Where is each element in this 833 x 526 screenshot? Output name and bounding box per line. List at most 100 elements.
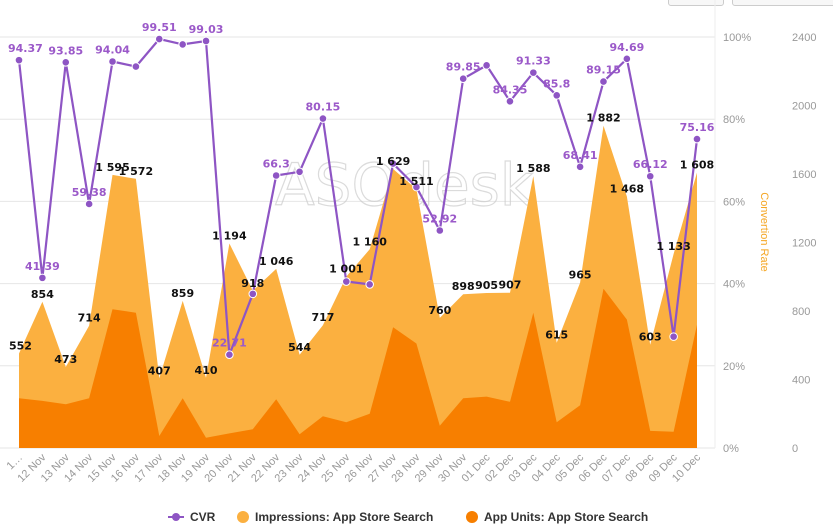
cvr-point	[388, 159, 398, 168]
legend: CVR Impressions: App Store Search App Unit…	[168, 510, 648, 524]
y-left-tick: 100%	[723, 32, 751, 44]
impressions-data-label: 1 595	[95, 161, 129, 174]
y-right-axis-label: Convertion Rate	[758, 192, 770, 272]
cvr-point	[61, 57, 71, 67]
cvr-data-label: 41.39	[25, 260, 60, 273]
impressions-data-label: 717	[311, 311, 334, 324]
impressions-data-label: 905	[475, 279, 498, 292]
y-left-tick: 80%	[723, 114, 745, 126]
units-area	[19, 288, 697, 448]
cvr-points	[14, 34, 702, 359]
impressions-data-label: 1 608	[680, 159, 714, 172]
impressions-data-label: 1 160	[352, 235, 387, 248]
cvr-data-label: 22.71	[212, 337, 247, 350]
cvr-point	[412, 182, 421, 192]
cvr-data-label: 89.15	[586, 64, 621, 77]
cvr-point	[552, 91, 562, 100]
y-left-ticks: 0% 20% 40% 60% 80% 100%	[723, 32, 751, 455]
cvr-point	[131, 62, 141, 71]
impressions-data-label: 410	[195, 364, 218, 377]
cvr-data-label: 80.15	[306, 101, 341, 114]
impressions-data-label: 1 588	[516, 162, 550, 175]
cvr-point	[154, 34, 164, 44]
cvr-data-label: 85.8	[543, 77, 570, 90]
impressions-data-label: 407	[148, 364, 171, 377]
cvr-point	[622, 54, 632, 64]
impressions-data-label: 918	[241, 277, 264, 290]
y-left-tick: 0%	[723, 443, 739, 455]
cvr-point	[599, 77, 608, 86]
cvr-data-label: 52.92	[422, 212, 457, 225]
y-right-ticks: 0 400 800 1200 1600 2000 2400	[792, 32, 816, 455]
cvr-point	[178, 40, 187, 49]
y-left-tick: 20%	[723, 361, 745, 373]
impressions-data-label: 1 572	[119, 165, 153, 178]
impressions-data-label: 714	[78, 312, 101, 325]
y-right-tick: 400	[792, 375, 810, 387]
impressions-data-label: 965	[569, 269, 592, 282]
cvr-point	[201, 36, 211, 46]
impressions-data-label: 615	[545, 329, 568, 342]
impressions-data-label: 544	[288, 341, 311, 354]
cvr-data-label: 93.85	[48, 44, 83, 57]
cvr-point	[225, 350, 234, 359]
impressions-data-label: 859	[171, 287, 194, 300]
impressions-data-label: 1 468	[610, 183, 644, 196]
y-left-tick: 60%	[723, 196, 745, 208]
cvr-point	[575, 162, 585, 172]
impressions-data-label: 1 882	[586, 112, 620, 125]
cvr-point	[669, 332, 678, 341]
toolbar-button-right[interactable]	[732, 0, 833, 6]
cvr-data-label: 91.33	[516, 55, 551, 68]
cvr-point	[435, 226, 445, 235]
impressions-data-label: 1 133	[656, 240, 690, 253]
legend-label: Impressions: App Store Search	[255, 510, 433, 524]
legend-marker-icon	[466, 511, 478, 523]
impressions-data-label: 552	[9, 339, 32, 352]
y-right-tick: 2000	[792, 101, 816, 113]
cvr-data-label: 66.12	[633, 158, 668, 171]
cvr-point	[645, 171, 655, 181]
cvr-data-label: 94.37	[8, 42, 43, 55]
legend-label: App Units: App Store Search	[484, 510, 648, 524]
cvr-point	[529, 68, 538, 77]
cvr-data-label: 68.41	[563, 149, 598, 162]
cvr-point	[84, 199, 94, 209]
impressions-data-label: 898	[452, 280, 475, 293]
y-right-tick: 800	[792, 306, 810, 318]
cvr-point	[318, 114, 328, 123]
cvr-data-label: 99.03	[189, 23, 224, 36]
cvr-point	[38, 273, 47, 283]
cvr-point	[108, 57, 117, 66]
y-right-tick: 1600	[792, 169, 816, 181]
cvr-point	[692, 134, 702, 144]
impressions-data-label: 907	[498, 279, 521, 292]
cvr-data-label: 94.04	[95, 43, 130, 56]
cvr-data-label: 59.38	[72, 186, 107, 199]
impressions-data-label: 1 194	[212, 230, 247, 243]
impressions-data-label: 1 001	[329, 263, 363, 276]
cvr-data-label: 89.85	[446, 61, 481, 74]
cvr-point	[248, 289, 258, 299]
cvr-data-label: 75.16	[680, 121, 715, 134]
legend-cvr-marker-icon	[172, 513, 180, 521]
cvr-point	[342, 277, 351, 286]
impressions-data-label: 1 511	[399, 175, 433, 188]
cvr-labels: 94.37 41.39 93.85 59.38 94.04 99.51 99.03 22.71…	[8, 21, 715, 350]
cvr-data-label: 99.51	[142, 21, 177, 34]
y-left-tick: 40%	[723, 279, 745, 291]
impressions-data-label: 473	[54, 353, 77, 366]
y-right-tick: 0	[792, 443, 798, 455]
toolbar-button-left[interactable]	[668, 0, 724, 6]
impressions-data-label: 1 046	[259, 255, 294, 268]
cvr-point	[365, 280, 374, 289]
cvr-point	[458, 74, 468, 84]
impressions-data-label: 854	[31, 288, 54, 301]
y-right-tick: 1200	[792, 238, 816, 250]
impressions-data-label: 1 629	[376, 155, 410, 168]
cvr-point	[14, 55, 24, 65]
cvr-point	[295, 167, 304, 177]
